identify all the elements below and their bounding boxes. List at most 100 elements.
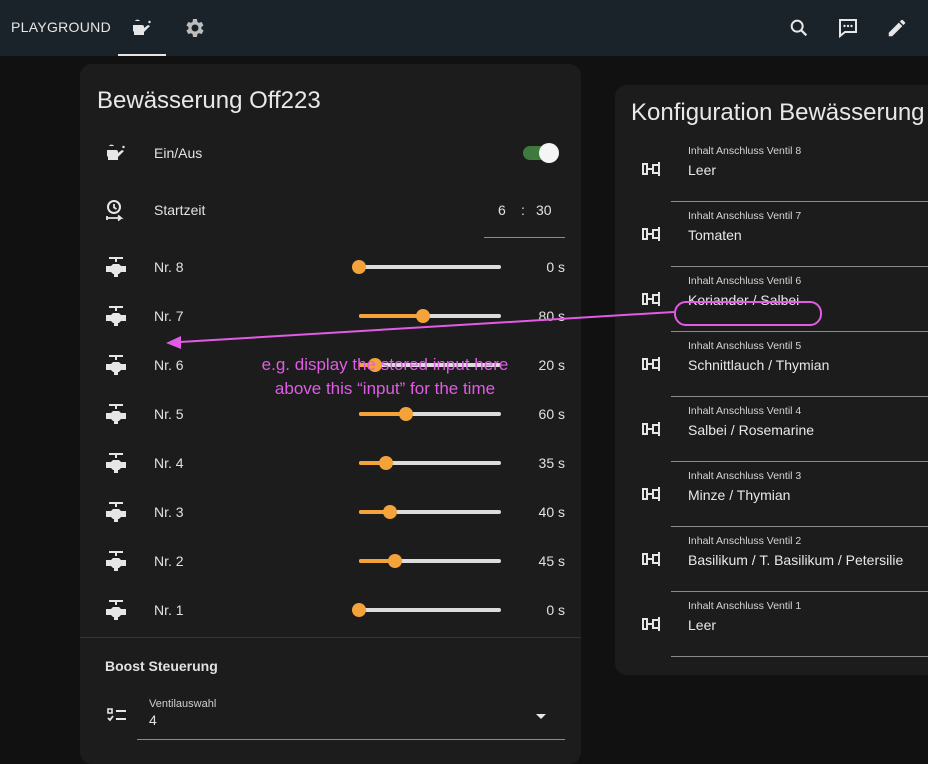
duration-slider[interactable]: [359, 456, 501, 470]
tab-settings[interactable]: [170, 0, 218, 56]
dropdown-arrow-icon: [536, 714, 546, 719]
pipe-connector-icon: [642, 487, 660, 501]
valve-duration: 0 s: [546, 602, 565, 618]
assist-button[interactable]: [832, 12, 864, 44]
slider-knob[interactable]: [367, 358, 382, 372]
valve-icon: [106, 306, 126, 326]
power-toggle[interactable]: [523, 143, 559, 163]
config-underline: [671, 591, 928, 592]
config-value[interactable]: Basilikum / T. Basilikum / Petersilie: [688, 552, 904, 568]
valve-label: Nr. 2: [154, 553, 184, 569]
config-underline: [671, 461, 928, 462]
config-row[interactable]: Inhalt Anschluss Ventil 1 Leer: [615, 592, 928, 657]
slider-rail: [359, 608, 501, 612]
slider-knob[interactable]: [415, 309, 430, 323]
pipe-connector-icon: [642, 162, 660, 176]
slider-rail: [359, 461, 501, 465]
valve-duration: 0 s: [546, 259, 565, 275]
config-underline: [671, 201, 928, 202]
time-underline: [484, 237, 565, 238]
message-icon: [839, 19, 857, 39]
slider-knob[interactable]: [398, 407, 413, 421]
valve-icon: [106, 257, 126, 277]
toggle-thumb: [539, 143, 559, 163]
start-time-label: Startzeit: [154, 202, 206, 218]
config-value[interactable]: Tomaten: [688, 227, 742, 243]
config-row[interactable]: Inhalt Anschluss Ventil 3 Minze / Thymian: [615, 462, 928, 527]
slider-rail: [359, 363, 501, 367]
config-row[interactable]: Inhalt Anschluss Ventil 4 Salbei / Rosema…: [615, 397, 928, 462]
edit-button[interactable]: [881, 12, 913, 44]
slider-rail: [359, 559, 501, 563]
valve-row: Nr. 1 0 s: [80, 590, 581, 630]
slider-fill: [359, 314, 423, 318]
tab-watering[interactable]: [118, 0, 166, 56]
slider-fill: [359, 559, 395, 563]
start-minute-input[interactable]: 30: [536, 202, 552, 218]
config-row[interactable]: Inhalt Anschluss Ventil 8 Leer: [615, 137, 928, 202]
config-row[interactable]: Inhalt Anschluss Ventil 5 Schnittlauch / …: [615, 332, 928, 397]
config-value[interactable]: Leer: [688, 617, 717, 633]
slider-fill: [359, 510, 391, 514]
valve-row: Nr. 6 20 s: [80, 345, 581, 385]
annotation-line-1: e.g. display the stored input here: [261, 355, 509, 374]
slider-knob[interactable]: [352, 260, 366, 274]
irrigation-card: Bewässerung Off223 Ein/Aus Startzeit 6 :…: [80, 64, 581, 764]
slider-rail: [359, 510, 501, 514]
valve-row: Nr. 5 60 s: [80, 394, 581, 434]
config-key: Inhalt Anschluss Ventil 5: [688, 340, 802, 352]
config-row[interactable]: Inhalt Anschluss Ventil 7 Tomaten: [615, 202, 928, 267]
slider-knob[interactable]: [378, 456, 393, 470]
valve-row: Nr. 7 80 s: [80, 296, 581, 336]
card-title: Bewässerung Off223: [97, 87, 321, 114]
slider-fill: [359, 412, 406, 416]
config-underline: [671, 396, 928, 397]
boost-title: Boost Steuerung: [105, 658, 218, 674]
power-label: Ein/Aus: [154, 145, 203, 161]
config-value[interactable]: Minze / Thymian: [688, 487, 791, 503]
duration-slider[interactable]: [352, 603, 501, 617]
search-button[interactable]: [783, 12, 815, 44]
valve-label: Nr. 5: [154, 406, 184, 422]
valve-row: Nr. 8 0 s: [80, 247, 581, 287]
pipe-connector-icon: [642, 357, 660, 371]
slider-rail: [359, 265, 501, 269]
valve-duration: 40 s: [538, 504, 565, 520]
checklist-icon: [107, 708, 126, 722]
config-value[interactable]: Leer: [688, 162, 717, 178]
duration-slider[interactable]: [359, 309, 501, 323]
config-underline: [671, 331, 928, 332]
valve-select-label: Ventilauswahl: [149, 698, 217, 710]
duration-slider[interactable]: [352, 260, 501, 274]
duration-slider[interactable]: [359, 505, 501, 519]
config-card: Konfiguration Bewässerung Inhalt Anschlu…: [615, 85, 928, 675]
valve-label: Nr. 1: [154, 602, 184, 618]
config-row[interactable]: Inhalt Anschluss Ventil 2 Basilikum / T. …: [615, 527, 928, 592]
config-value[interactable]: Koriander / Salbei: [688, 292, 800, 308]
valve-icon: [106, 502, 126, 522]
duration-slider[interactable]: [359, 407, 501, 421]
duration-slider[interactable]: [359, 554, 501, 568]
config-key: Inhalt Anschluss Ventil 4: [688, 405, 802, 417]
config-value[interactable]: Schnittlauch / Thymian: [688, 357, 830, 373]
gear-icon: [186, 19, 204, 37]
slider-fill: [359, 461, 386, 465]
valve-icon: [106, 600, 126, 620]
config-row[interactable]: Inhalt Anschluss Ventil 6 Koriander / Sal…: [615, 267, 928, 332]
slider-knob[interactable]: [383, 505, 398, 519]
config-value[interactable]: Salbei / Rosemarine: [688, 422, 815, 438]
valve-select[interactable]: Ventilauswahl 4: [137, 692, 565, 740]
section-divider: [80, 637, 581, 638]
valve-duration: 35 s: [538, 455, 565, 471]
top-bar: PLAYGROUND: [0, 0, 928, 56]
start-hour-input[interactable]: 6: [498, 202, 506, 218]
time-separator: :: [521, 202, 525, 218]
slider-knob[interactable]: [387, 554, 402, 568]
power-row: Ein/Aus: [80, 133, 581, 173]
config-underline: [671, 656, 928, 657]
pipe-connector-icon: [642, 292, 660, 306]
duration-slider[interactable]: [359, 358, 501, 372]
slider-knob[interactable]: [352, 603, 366, 617]
clock-start-icon: [106, 200, 124, 222]
valve-icon: [106, 453, 126, 473]
